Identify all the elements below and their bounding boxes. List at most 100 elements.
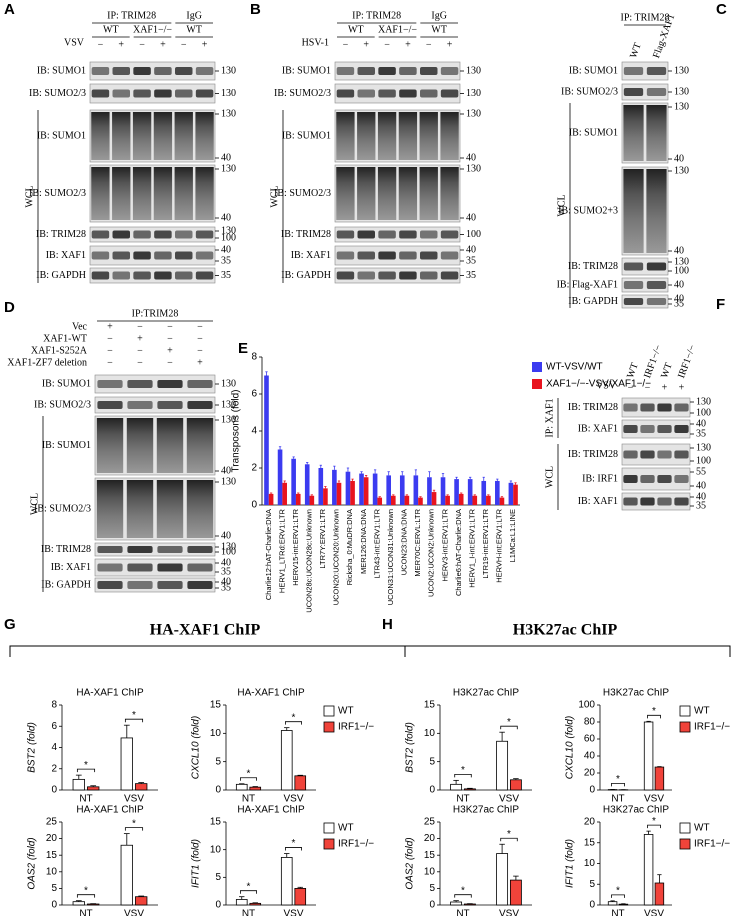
y-tick-label: 25: [46, 817, 58, 828]
lane-sign: −: [628, 382, 634, 393]
marker-label: 130: [674, 86, 689, 97]
bar: [363, 477, 369, 505]
band: [357, 67, 375, 75]
bar: [120, 844, 133, 906]
significance-label: *: [507, 829, 511, 840]
band: [91, 230, 110, 239]
band: [623, 169, 644, 253]
band: [195, 67, 214, 75]
band: [154, 89, 172, 98]
bar: [404, 495, 410, 505]
x-tick-label: L1MCa:L1:LINE: [508, 509, 517, 562]
row-label: IB: TRIM28: [568, 402, 618, 413]
legend-label: IRF1−/−: [338, 839, 374, 850]
bar: [72, 901, 85, 906]
significance-bracket: [454, 773, 472, 778]
blot-row: [94, 558, 216, 577]
group-title: HA-XAF1 ChIP: [150, 622, 261, 639]
band: [195, 271, 214, 280]
band: [336, 89, 355, 98]
blot-row: [334, 109, 461, 163]
band: [640, 403, 655, 412]
legend-swatch: [679, 822, 691, 834]
legend-label: WT: [338, 706, 354, 717]
band: [419, 167, 438, 220]
significance-label: *: [247, 768, 251, 779]
legend-label: IRF1−/−: [694, 722, 730, 733]
legend-swatch: [323, 838, 335, 850]
x-tick-label: VSV: [644, 794, 664, 805]
row-label: IB: GAPDH: [281, 270, 331, 281]
lane-sign: −: [107, 333, 113, 344]
significance-label: *: [652, 816, 656, 827]
band: [398, 167, 418, 220]
band: [154, 67, 172, 75]
band: [133, 251, 151, 260]
row-label: IB: TRIM28: [568, 261, 618, 272]
significance-bracket: [611, 783, 625, 787]
band: [336, 251, 355, 260]
treatment-label: VSV: [596, 380, 617, 391]
marker-label: 130: [221, 65, 236, 76]
band: [623, 281, 644, 289]
group-title: H3K27ac ChIP: [513, 622, 618, 639]
y-tick-label: 15: [584, 837, 596, 848]
bar: [323, 488, 328, 505]
blot-row: [621, 492, 691, 511]
band: [378, 251, 396, 260]
wcl-label: WCL: [29, 493, 40, 515]
band: [195, 167, 214, 220]
y-tick-label: 0: [215, 785, 221, 796]
legend-label: WT: [694, 706, 710, 717]
row-label: IB: SUMO2/3: [274, 188, 331, 199]
significance-label: *: [132, 710, 136, 721]
marker-label: 130: [674, 65, 689, 76]
bar: [467, 479, 473, 505]
ip-label: IP: TRIM28: [107, 10, 156, 21]
bar: [332, 469, 337, 505]
band: [187, 581, 213, 589]
group-label: WT: [186, 24, 202, 35]
band: [127, 546, 153, 553]
bar: [509, 779, 522, 791]
blot-row: [621, 397, 691, 418]
band: [640, 475, 655, 483]
band: [157, 563, 183, 572]
band: [126, 418, 154, 473]
y-tick-label: 8: [251, 352, 257, 363]
row-label: IB: SUMO1: [282, 130, 331, 141]
band: [646, 88, 667, 96]
band: [357, 230, 375, 239]
lane-sign: +: [137, 333, 143, 344]
band: [646, 67, 667, 75]
lane-sign: +: [363, 39, 369, 50]
y-axis-label: BST2 (fold): [27, 722, 38, 773]
chart-title: HA-XAF1 ChIP: [237, 805, 305, 816]
band: [127, 581, 153, 589]
y-tick-label: 10: [424, 866, 436, 877]
legend-label: IRF1−/−: [694, 839, 730, 850]
bar: [249, 902, 262, 906]
panel-label: D: [4, 299, 15, 316]
legend-label: XAF1−/−-VSV/XAF1−/−: [546, 379, 651, 390]
bar: [472, 495, 478, 505]
y-tick-label: 0: [589, 785, 595, 796]
bar: [372, 473, 378, 505]
bar: [463, 788, 476, 791]
band: [623, 262, 644, 271]
marker-label: 40: [221, 244, 231, 255]
band: [440, 271, 459, 280]
marker-label: 130: [466, 88, 481, 99]
band: [187, 563, 213, 572]
significance-bracket: [611, 894, 625, 898]
significance-bracket: [454, 894, 472, 898]
x-tick-label: Ricksha_0:MuDR:DNA: [345, 509, 354, 585]
legend-label: WT-VSV/WT: [546, 362, 603, 373]
band: [419, 112, 438, 160]
marker-label: 35: [466, 270, 476, 281]
significance-label: *: [461, 885, 465, 896]
band: [623, 105, 644, 161]
lane-sign: −: [384, 39, 390, 50]
band: [174, 167, 193, 220]
lane-sign: +: [662, 382, 668, 393]
